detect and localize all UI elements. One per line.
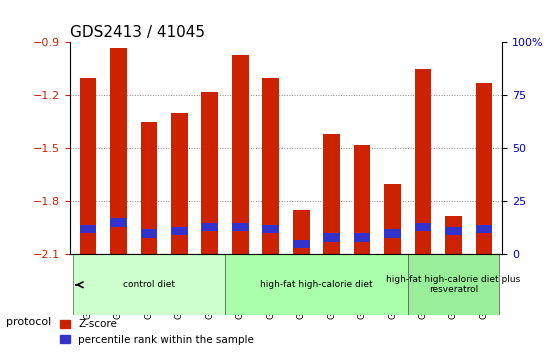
Bar (445, 216, 462, 255)
Bar (415, 223, 431, 231)
Bar (232, 55, 249, 255)
FancyBboxPatch shape (225, 255, 408, 315)
Bar (262, 225, 279, 233)
Bar (171, 113, 187, 255)
Bar (80, 225, 97, 233)
Bar (171, 227, 187, 235)
Bar (110, 218, 127, 227)
Bar (445, 227, 462, 235)
Bar (293, 210, 310, 255)
Bar (475, 83, 492, 255)
FancyBboxPatch shape (408, 255, 499, 315)
Bar (141, 122, 157, 255)
Bar (475, 225, 492, 233)
Bar (354, 145, 371, 255)
Bar (201, 223, 218, 231)
Bar (201, 92, 218, 255)
Text: control diet: control diet (123, 280, 175, 289)
Text: GDS2413 / 41045: GDS2413 / 41045 (70, 25, 205, 40)
Bar (80, 78, 97, 255)
Bar (415, 69, 431, 255)
Text: high-fat high-calorie diet plus
resveratrol: high-fat high-calorie diet plus resverat… (386, 275, 521, 295)
Bar (110, 48, 127, 255)
Bar (354, 233, 371, 242)
Bar (262, 78, 279, 255)
Bar (384, 184, 401, 255)
Bar (323, 233, 340, 242)
Legend: Z-score, percentile rank within the sample: Z-score, percentile rank within the samp… (55, 315, 258, 349)
Bar (293, 240, 310, 248)
FancyBboxPatch shape (73, 255, 225, 315)
Text: high-fat high-calorie diet: high-fat high-calorie diet (260, 280, 373, 289)
Text: protocol: protocol (6, 317, 51, 327)
Bar (141, 229, 157, 238)
Bar (323, 135, 340, 255)
Bar (232, 223, 249, 231)
Bar (384, 229, 401, 238)
